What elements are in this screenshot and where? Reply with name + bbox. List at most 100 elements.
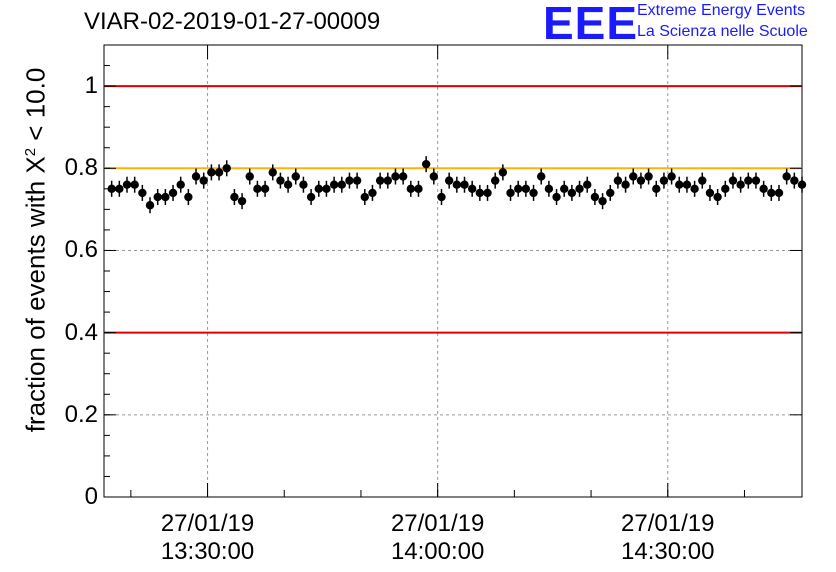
data-point <box>705 188 715 198</box>
data-point <box>698 176 707 185</box>
data-point <box>767 188 776 198</box>
data-point <box>283 180 293 189</box>
eee-logo: EEE <box>543 0 639 49</box>
data-point <box>214 168 224 177</box>
data-point <box>621 180 630 189</box>
data-point <box>774 188 784 198</box>
data-point <box>744 176 753 185</box>
logo-subtitle-line2: La Scienza nelle Scuole <box>637 23 808 40</box>
data-point <box>460 180 469 189</box>
x-tick-time: 14:30:00 <box>621 538 715 565</box>
y-tick-label: 0.2 <box>64 400 98 428</box>
data-point <box>751 176 761 185</box>
data-point <box>790 176 799 185</box>
data-point <box>222 164 231 173</box>
data-point <box>728 176 738 185</box>
data-point <box>636 176 646 185</box>
data-point <box>360 192 369 202</box>
data-point <box>506 188 515 198</box>
axis-ticks <box>104 45 802 498</box>
data-point <box>314 184 323 194</box>
data-point <box>322 184 331 194</box>
data-point <box>145 201 155 210</box>
data-point <box>107 184 116 194</box>
data-point <box>682 180 692 189</box>
x-tick-time: 14:00:00 <box>390 538 485 565</box>
data-point <box>652 184 661 194</box>
data-point <box>398 172 408 181</box>
y-tick-label: 0.6 <box>64 236 98 264</box>
logo-subtitle-line1: Extreme Energy Events <box>637 2 806 19</box>
data-point <box>583 180 592 189</box>
grid <box>104 45 802 497</box>
data-point <box>437 192 446 202</box>
data-point <box>629 172 638 181</box>
data-point <box>490 176 500 185</box>
data-point <box>199 176 208 185</box>
data-points <box>107 156 807 214</box>
data-point <box>544 184 554 194</box>
data-point <box>797 180 807 189</box>
data-point <box>529 188 538 198</box>
data-point <box>598 196 607 206</box>
data-point <box>452 180 462 189</box>
x-tick-date: 27/01/19 <box>160 510 255 537</box>
data-point <box>721 184 730 194</box>
y-tick-label: 0.8 <box>64 154 98 182</box>
reference-lines <box>104 85 802 334</box>
data-point <box>644 172 653 181</box>
data-point <box>237 196 247 206</box>
data-point <box>291 172 300 181</box>
data-point <box>552 192 561 202</box>
data-point <box>191 172 201 181</box>
data-point <box>368 188 377 198</box>
data-point <box>759 184 768 194</box>
data-point <box>606 188 615 198</box>
data-point <box>444 176 454 185</box>
data-point <box>613 176 623 185</box>
data-point <box>675 180 684 189</box>
data-point <box>352 176 362 185</box>
data-point <box>122 180 132 189</box>
data-point <box>429 172 439 181</box>
data-point <box>329 180 339 189</box>
data-point <box>590 192 600 202</box>
data-point <box>161 192 170 202</box>
data-point <box>153 192 162 202</box>
data-point <box>391 172 400 181</box>
data-point <box>690 184 699 194</box>
data-point <box>575 184 584 194</box>
data-point <box>130 180 139 189</box>
x-tick-time: 13:30:00 <box>160 538 255 565</box>
data-point <box>498 168 508 177</box>
data-point <box>306 192 316 202</box>
data-point <box>537 172 546 181</box>
x-tick-date: 27/01/19 <box>390 510 485 537</box>
x-tick-date: 27/01/19 <box>621 510 715 537</box>
data-point <box>268 168 277 177</box>
data-point <box>184 192 193 202</box>
data-point <box>176 180 185 189</box>
data-point <box>207 168 216 177</box>
data-point <box>276 176 285 185</box>
data-point <box>168 188 178 198</box>
data-point <box>736 180 745 189</box>
data-point <box>659 176 669 185</box>
data-point <box>260 184 270 194</box>
data-point <box>245 172 254 181</box>
chart-title: VIAR-02-2019-01-27-00009 <box>84 8 381 35</box>
x-tick-label: 27/01/19 14:00:00 <box>358 510 518 566</box>
data-point <box>414 184 423 194</box>
data-point <box>375 176 385 185</box>
data-point <box>782 172 791 181</box>
data-point <box>406 184 416 194</box>
y-tick-label: 0 <box>84 483 98 510</box>
data-point <box>421 159 431 169</box>
y-tick-label: 1 <box>84 72 98 100</box>
data-point <box>337 180 346 189</box>
data-point <box>513 184 523 194</box>
data-point <box>138 188 147 198</box>
data-point <box>567 188 577 198</box>
data-point <box>713 192 722 202</box>
